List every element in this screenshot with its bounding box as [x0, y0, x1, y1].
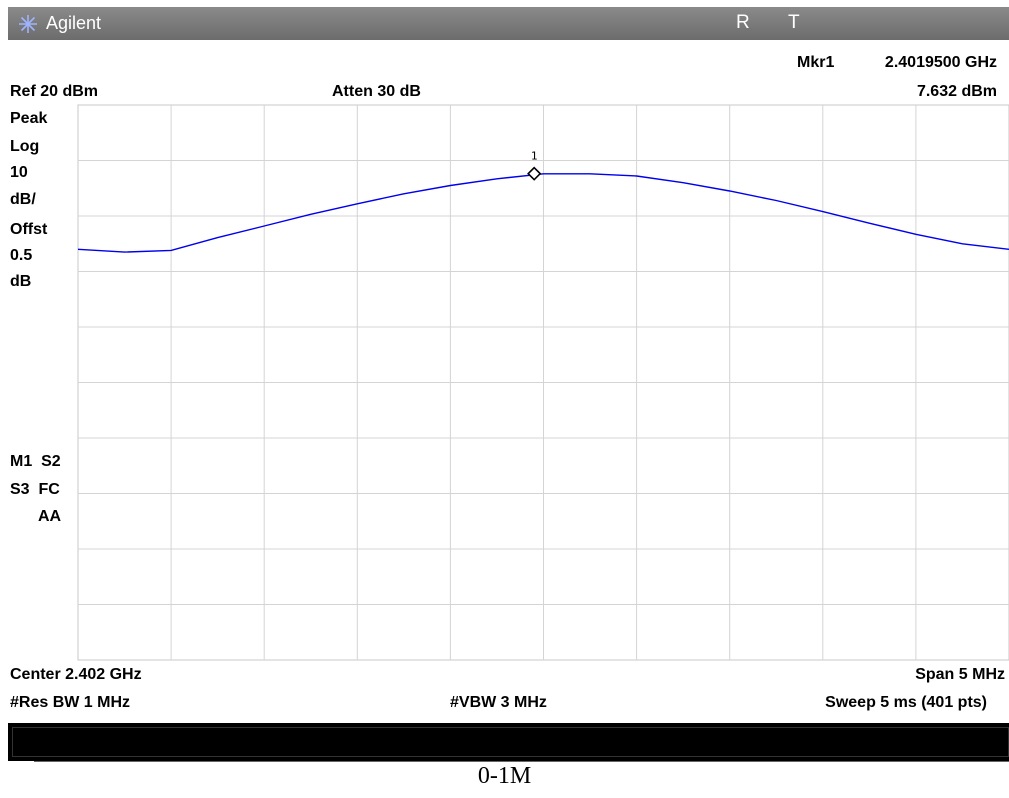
offset-unit-label: dB — [10, 273, 32, 290]
caption-rule — [34, 761, 1009, 762]
marker-diamond — [527, 166, 542, 181]
scale-type-label: Log — [10, 138, 40, 155]
marker-name: Mkr1 — [797, 54, 835, 71]
resolution-bandwidth: #Res BW 1 MHz — [10, 694, 131, 711]
brand-name: Agilent — [46, 13, 102, 33]
trace-line-1 — [77, 173, 1009, 253]
video-bandwidth: #VBW 3 MHz — [450, 694, 547, 711]
agilent-logo-icon — [19, 15, 37, 33]
title-bar: Agilent R T — [8, 7, 1009, 40]
status-t-indicator: T — [788, 12, 800, 33]
trace-mode-line-1: M1 S2 — [10, 453, 61, 470]
marker-frequency: 2.4019500 GHz — [884, 54, 997, 71]
center-frequency: Center 2.402 GHz — [10, 666, 142, 683]
trace-mode-line-2: S3 FC — [10, 481, 60, 498]
attenuation: Atten 30 dB — [332, 83, 421, 100]
status-r-indicator: R — [736, 12, 750, 33]
trace-mode-line-3: AA — [38, 508, 62, 525]
figure-caption: 0-1M — [477, 763, 532, 789]
marker-level: 7.632 dBm — [916, 83, 997, 100]
scale-value-label: 10 — [10, 164, 28, 181]
detector-label: Peak — [10, 110, 48, 127]
offset-label: Offst — [10, 221, 48, 238]
message-bar — [8, 723, 1009, 761]
offset-value-label: 0.5 — [10, 247, 33, 264]
scale-unit-label: dB/ — [10, 191, 36, 208]
marker-label: 1 — [531, 150, 538, 163]
sweep-time: Sweep 5 ms (401 pts) — [825, 694, 987, 711]
span: Span 5 MHz — [915, 666, 1005, 683]
reference-level: Ref 20 dBm — [10, 83, 99, 100]
